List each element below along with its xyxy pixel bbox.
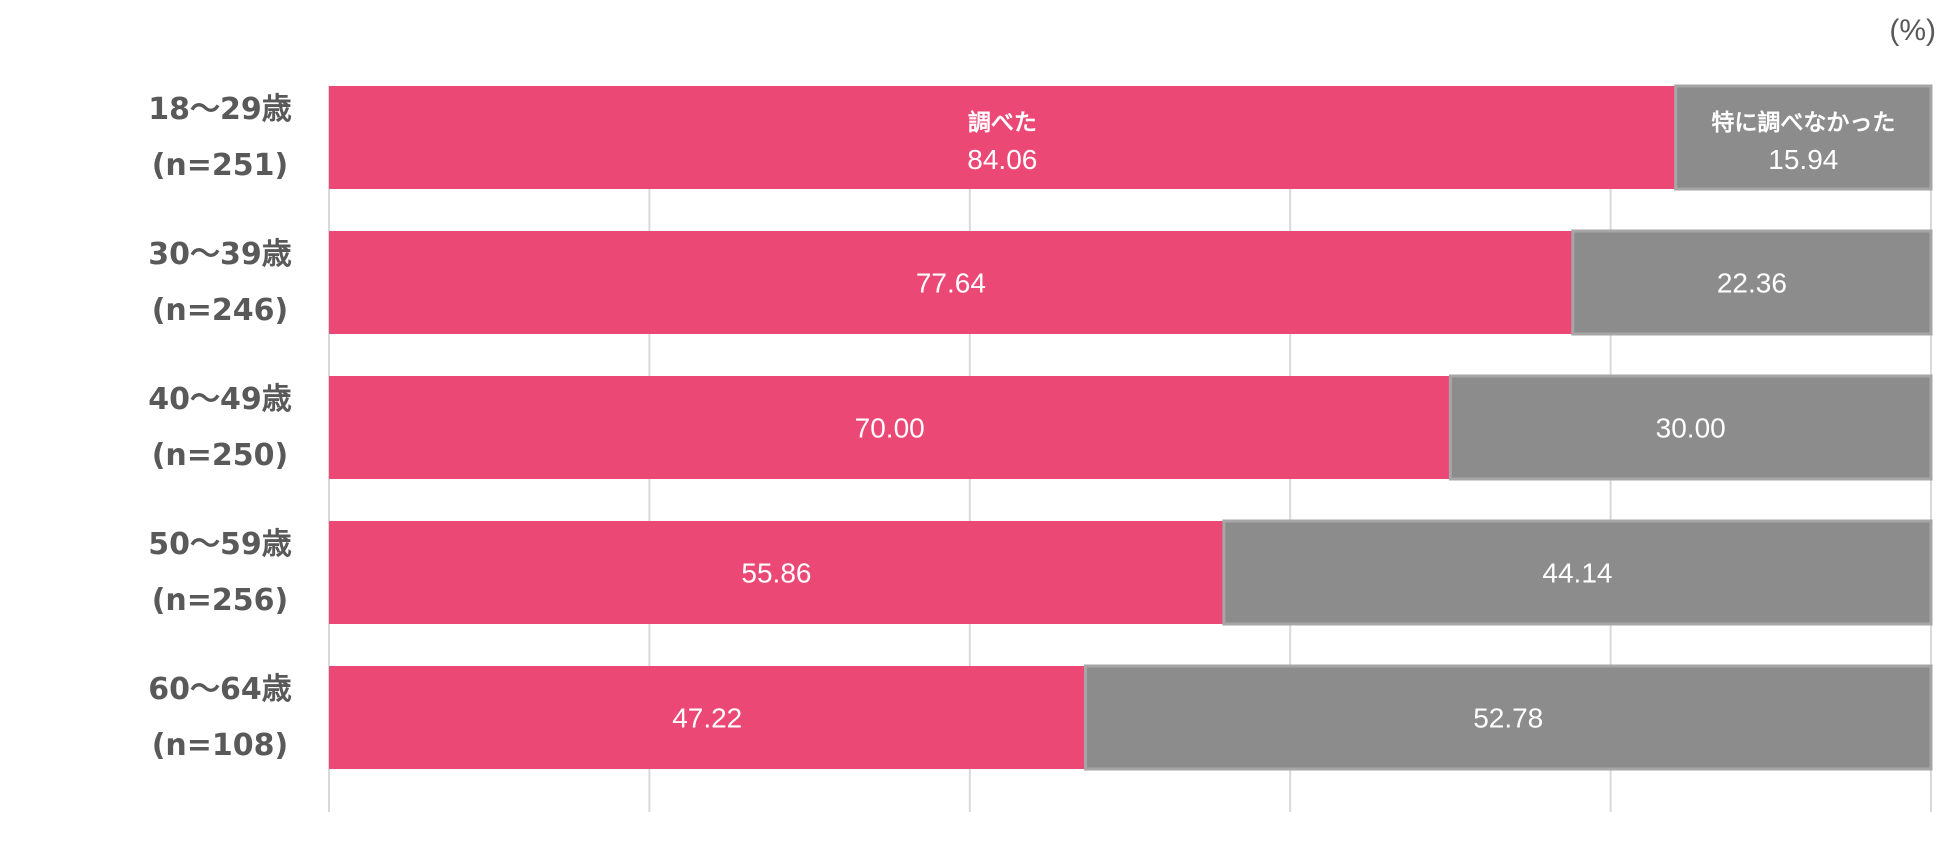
category-age: 40～49歳 <box>148 381 292 417</box>
category-label-0: 18～29歳 (n=251) <box>100 82 340 194</box>
data-label-0-3: 55.86 <box>741 558 811 589</box>
category-age: 30～39歳 <box>148 236 292 272</box>
series-name-label-1: 特に調べなかった <box>1711 109 1895 136</box>
category-label-1: 30～39歳 (n=246) <box>100 227 340 339</box>
category-sample-size: (n=250) <box>151 437 289 473</box>
bar-not-researched-2 <box>1448 374 1933 481</box>
bar-not-researched-4 <box>1083 664 1933 771</box>
category-age: 60～64歳 <box>148 671 292 707</box>
bar-researched-0 <box>329 86 1676 189</box>
data-label-0-1: 77.64 <box>916 268 986 299</box>
data-label-1-4: 52.78 <box>1473 703 1543 734</box>
bar-researched-4 <box>329 666 1086 769</box>
category-age: 18～29歳 <box>148 91 292 127</box>
data-label-1-3: 44.14 <box>1542 558 1612 589</box>
category-sample-size: (n=251) <box>151 147 289 183</box>
unit-label: (%) <box>1889 14 1936 47</box>
bar-researched-3 <box>329 521 1224 624</box>
category-label-2: 40～49歳 (n=250) <box>100 372 340 484</box>
data-label-0-0: 84.06 <box>967 144 1037 175</box>
bar-researched-1 <box>329 231 1573 334</box>
category-age: 50～59歳 <box>148 526 292 562</box>
bar-not-researched-0 <box>1674 84 1933 191</box>
bar-not-researched-3 <box>1222 519 1933 626</box>
data-label-1-0: 15.94 <box>1768 144 1838 175</box>
data-label-1-1: 22.36 <box>1717 268 1787 299</box>
data-label-0-4: 47.22 <box>672 703 742 734</box>
series-name-label-0: 調べた <box>968 109 1037 136</box>
bar-not-researched-1 <box>1571 229 1933 336</box>
bar-researched-2 <box>329 376 1451 479</box>
category-label-3: 50～59歳 (n=256) <box>100 517 340 629</box>
data-label-1-2: 30.00 <box>1656 413 1726 444</box>
category-label-4: 60～64歳 (n=108) <box>100 662 340 774</box>
data-label-0-2: 70.00 <box>855 413 925 444</box>
category-sample-size: (n=246) <box>151 292 289 328</box>
category-sample-size: (n=256) <box>151 582 289 618</box>
category-sample-size: (n=108) <box>151 727 289 763</box>
